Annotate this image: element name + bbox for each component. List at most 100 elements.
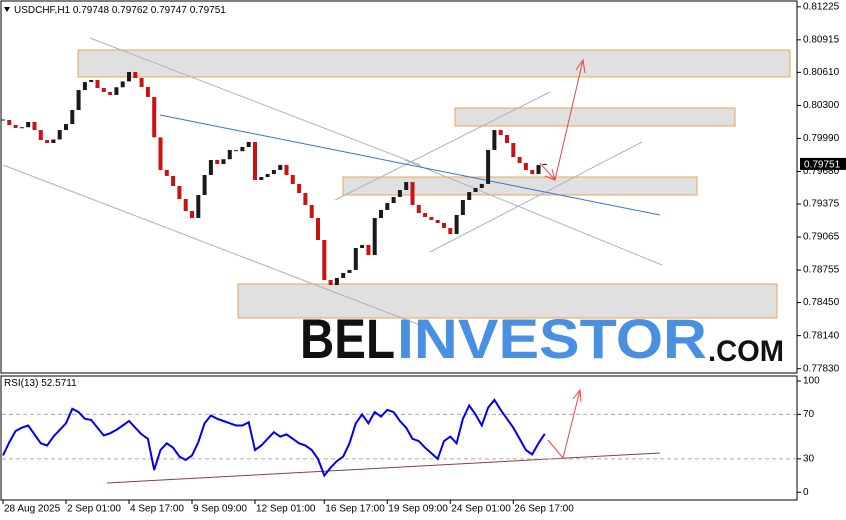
y-tick-label: 0.79680 xyxy=(803,166,840,177)
candle xyxy=(517,156,522,163)
rsi-header: RSI(13) 52.5711 xyxy=(4,378,77,389)
candle xyxy=(309,204,314,218)
watermark-text: BEL xyxy=(300,307,395,370)
candle xyxy=(454,214,459,235)
candle xyxy=(202,174,207,196)
y-tick-label: 0.79065 xyxy=(803,232,840,243)
candle xyxy=(152,96,157,138)
x-tick-label: 28 Aug 2025 xyxy=(4,504,61,515)
candle xyxy=(145,86,150,97)
y-tick-label: 0.77830 xyxy=(803,363,840,374)
x-tick-label: 12 Sep 01:00 xyxy=(256,504,316,515)
candle xyxy=(215,159,220,165)
candle xyxy=(26,122,31,128)
candle xyxy=(290,174,295,184)
y-tick-label: 0.78755 xyxy=(803,265,840,276)
candle xyxy=(95,80,100,89)
header-icon xyxy=(4,7,10,12)
watermark: BEL INVESTOR .COM xyxy=(300,307,784,370)
trend-line xyxy=(404,159,663,266)
candle xyxy=(183,198,188,212)
symbol: USDCHF,H1 xyxy=(14,5,71,16)
watermark-text: .COM xyxy=(708,335,784,368)
candle xyxy=(271,169,276,175)
candle xyxy=(460,200,465,215)
candle xyxy=(57,130,62,140)
candle xyxy=(505,135,509,144)
x-tick-label: 19 Sep 09:00 xyxy=(388,504,448,515)
candle xyxy=(530,169,535,175)
candle xyxy=(360,245,365,249)
rsi-title: RSI(13) xyxy=(4,378,38,389)
candle xyxy=(45,140,50,144)
trend-line xyxy=(159,114,661,216)
ohlc: 0.79762 xyxy=(112,5,149,16)
arrow xyxy=(547,388,582,460)
candle xyxy=(404,182,409,191)
watermark-text: INVESTOR xyxy=(397,307,707,370)
rsi-panel xyxy=(0,375,798,501)
candle xyxy=(429,216,434,220)
candle xyxy=(316,217,320,241)
candle xyxy=(297,183,302,194)
candle xyxy=(120,81,125,88)
candle xyxy=(208,159,213,175)
candle xyxy=(190,211,194,218)
candle xyxy=(133,72,138,78)
y-tick-label: 0.78140 xyxy=(803,330,840,341)
rsi-line xyxy=(2,398,546,478)
candle xyxy=(114,87,119,95)
candle xyxy=(253,141,257,181)
candle xyxy=(32,122,37,131)
candle xyxy=(410,182,415,205)
candle xyxy=(322,240,327,280)
candle xyxy=(334,277,339,285)
candle xyxy=(303,193,308,205)
candle xyxy=(423,213,428,217)
candle xyxy=(51,139,56,144)
candle xyxy=(511,143,516,157)
candle xyxy=(265,174,270,178)
candle xyxy=(542,163,547,165)
x-tick-label: 26 Sep 17:00 xyxy=(514,504,574,515)
rsi-value: 52.5711 xyxy=(41,378,77,389)
header: USDCHF,H1 0.79748 0.79762 0.79747 0.7975… xyxy=(14,5,226,16)
x-tick-label: 4 Sep 17:00 xyxy=(130,504,184,515)
y-tick-label: 100 xyxy=(803,376,820,387)
trend-line xyxy=(2,164,421,326)
candle xyxy=(171,175,176,186)
candle xyxy=(498,130,503,136)
y-tick-label: 0.80915 xyxy=(803,34,840,45)
ohlc: 0.79747 xyxy=(151,5,188,16)
candle xyxy=(158,137,163,170)
candle xyxy=(139,77,144,87)
candle xyxy=(467,192,472,201)
candle xyxy=(397,190,402,197)
candle xyxy=(416,204,421,214)
price-panel xyxy=(0,0,798,374)
candle xyxy=(70,109,75,125)
x-tick-label: 24 Sep 01:00 xyxy=(451,504,511,515)
trend-line xyxy=(89,37,421,166)
candle xyxy=(353,248,358,270)
price-tag-label: 0.79751 xyxy=(804,160,841,171)
candle xyxy=(13,125,18,128)
candle xyxy=(479,183,484,188)
candle xyxy=(328,279,333,285)
candle xyxy=(341,272,346,278)
candle xyxy=(366,245,371,256)
y-tick-label: 0.80610 xyxy=(803,67,840,78)
candle xyxy=(240,146,245,152)
candle xyxy=(101,88,106,92)
ohlc: 0.79751 xyxy=(190,5,227,16)
x-tick-label: 16 Sep 17:00 xyxy=(325,504,385,515)
candle xyxy=(19,127,24,129)
candle xyxy=(38,130,43,141)
y-tick-label: 70 xyxy=(803,409,815,420)
candle xyxy=(7,119,12,126)
candle xyxy=(536,164,541,175)
price-tag xyxy=(800,157,846,170)
